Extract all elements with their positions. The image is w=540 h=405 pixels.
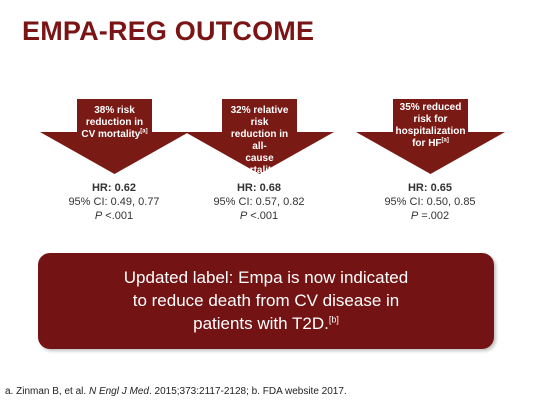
label-update-callout: Updated label: Empa is now indicated to … bbox=[38, 253, 494, 349]
arrow-label-line: risk for bbox=[413, 114, 448, 125]
arrow-label-line: 32% relative risk bbox=[230, 105, 289, 128]
arrow-label-line: 35% reduced bbox=[399, 102, 462, 113]
references-footnote: a. Zinman B, et al. N Engl J Med. 2015;3… bbox=[5, 386, 347, 397]
confidence-interval: 95% CI: 0.50, 0.85 bbox=[384, 196, 476, 208]
stat-block-hf-hospitalization: HR: 0.65 95% CI: 0.50, 0.85 P =.002 bbox=[350, 181, 510, 223]
p-value: P <.001 bbox=[239, 210, 279, 222]
stat-block-all-cause-mortality: HR: 0.68 95% CI: 0.57, 0.82 P <.001 bbox=[179, 181, 339, 223]
hazard-ratio: HR: 0.62 bbox=[91, 182, 137, 194]
callout-line: to reduce death from CV disease in bbox=[132, 291, 400, 310]
down-arrow-shape bbox=[185, 99, 334, 174]
arrow-label: 38% risk reduction in CV mortality[a] bbox=[40, 105, 189, 141]
callout-line: patients with T2D. bbox=[193, 314, 329, 333]
reference-marker: [b] bbox=[328, 314, 339, 325]
confidence-interval: 95% CI: 0.57, 0.82 bbox=[213, 196, 305, 208]
arrow-label-line: hospitalization bbox=[395, 126, 466, 137]
reference-marker: [a] bbox=[140, 128, 148, 135]
arrow-all-cause-mortality: 32% relative risk reduction in all- caus… bbox=[185, 99, 334, 177]
arrow-label: 32% relative risk reduction in all- caus… bbox=[185, 105, 334, 177]
arrow-label-line: 38% risk bbox=[94, 105, 135, 116]
arrow-label-line: reduction in bbox=[85, 117, 144, 128]
slide-title: EMPA-REG OUTCOME bbox=[22, 16, 315, 46]
hazard-ratio: HR: 0.68 bbox=[236, 182, 282, 194]
p-value: P =.002 bbox=[410, 210, 450, 222]
arrow-label-line: reduction in all- bbox=[230, 129, 289, 152]
confidence-interval: 95% CI: 0.49, 0.77 bbox=[68, 196, 160, 208]
arrow-label-line: CV mortality bbox=[81, 129, 141, 140]
down-arrow-shape bbox=[356, 99, 505, 174]
arrow-hf-hospitalization: 35% reduced risk for hospitalization for… bbox=[356, 99, 505, 174]
arrow-label-line: cause mortality bbox=[234, 153, 277, 176]
down-arrow-shape bbox=[40, 99, 189, 174]
reference-marker: [a] bbox=[276, 164, 285, 171]
callout-line: Updated label: Empa is now indicated bbox=[123, 268, 409, 287]
arrow-label-line: for HF bbox=[412, 138, 442, 149]
reference-marker: [a] bbox=[441, 137, 449, 144]
arrow-label: 35% reduced risk for hospitalization for… bbox=[356, 102, 505, 150]
stat-block-cv-mortality: HR: 0.62 95% CI: 0.49, 0.77 P <.001 bbox=[34, 181, 194, 223]
hazard-ratio: HR: 0.65 bbox=[407, 182, 453, 194]
p-value: P <.001 bbox=[94, 210, 134, 222]
arrow-cv-mortality: 38% risk reduction in CV mortality[a] bbox=[40, 99, 189, 174]
